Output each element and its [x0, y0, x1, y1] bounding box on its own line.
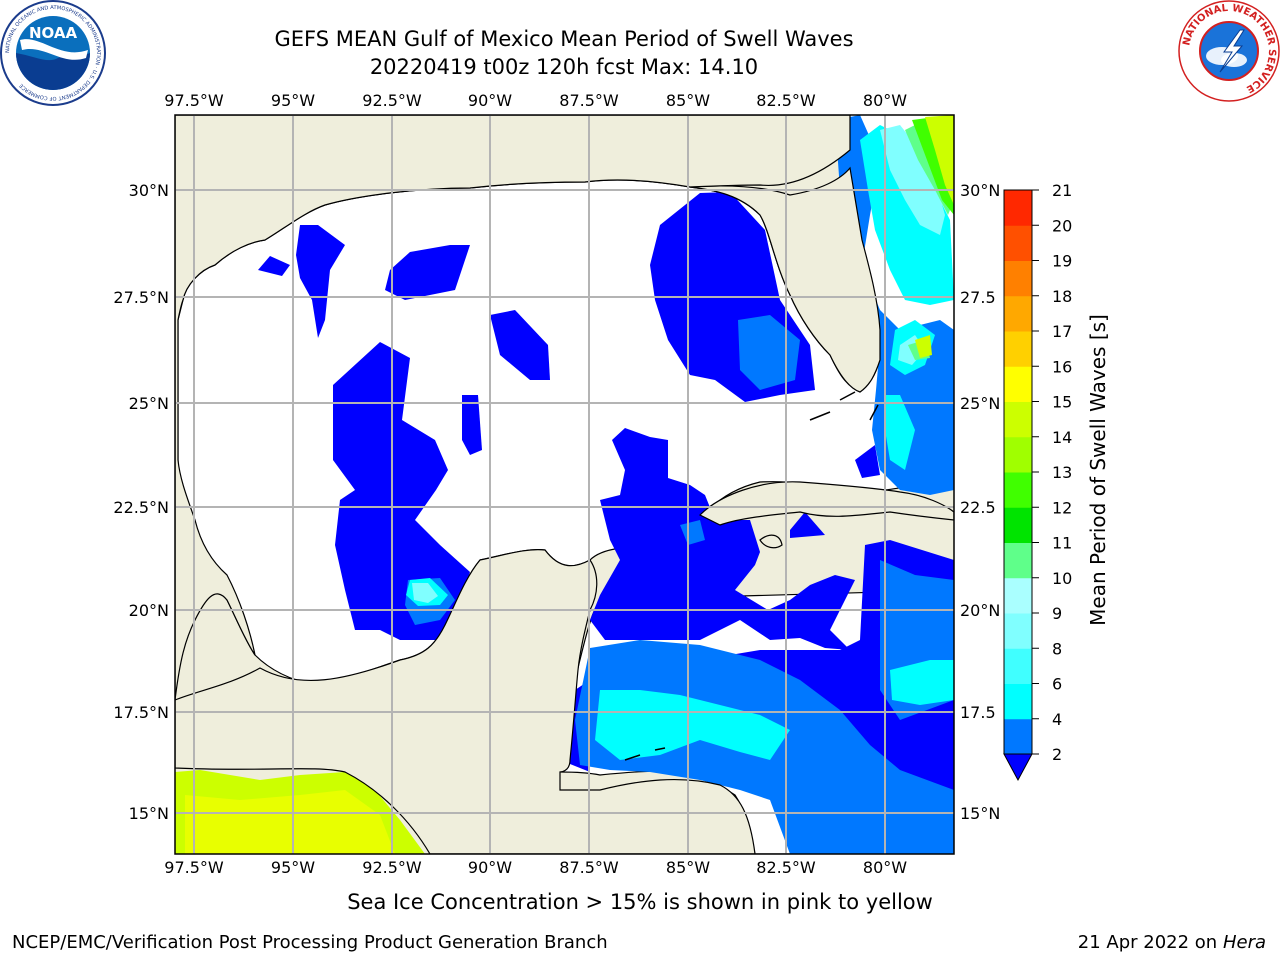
colorbar-tick-label: 2 [1052, 745, 1062, 764]
lat-label: 25°N [960, 394, 1000, 413]
colorbar-tick-label: 11 [1052, 534, 1072, 553]
colorbar-segment [1004, 613, 1032, 649]
colorbar-tick-label: 15 [1052, 393, 1072, 412]
lat-label: 17.5 [960, 703, 996, 722]
colorbar-segment [1004, 648, 1032, 684]
lon-label: 85°W [666, 858, 710, 877]
lat-label: 22.5°N [113, 498, 169, 517]
lon-labels-bottom: 97.5°W 95°W 92.5°W 90°W 87.5°W 85°W 82.5… [164, 858, 907, 877]
colorbar-segment [1004, 683, 1032, 720]
colorbar-segment [1004, 577, 1032, 614]
colorbar-tick-label: 16 [1052, 357, 1072, 376]
colorbar-segment [1004, 225, 1032, 261]
lat-label: 22.5 [960, 498, 996, 517]
lat-label: 25°N [129, 394, 169, 413]
colorbar-segment [1004, 190, 1032, 226]
colorbar-tick-label: 19 [1052, 252, 1072, 271]
colorbar-segment [1004, 542, 1032, 579]
colorbar-tick-label: 20 [1052, 216, 1072, 235]
colorbar-tick-label: 18 [1052, 287, 1072, 306]
colorbar-tick-label: 4 [1052, 710, 1062, 729]
lat-label: 30°N [129, 181, 169, 200]
lat-label: 15°N [129, 804, 169, 823]
lon-label: 97.5°W [164, 858, 224, 877]
colorbar-segment [1004, 366, 1032, 402]
sea-ice-note: Sea Ice Concentration > 15% is shown in … [347, 890, 933, 914]
lon-label: 80°W [863, 858, 907, 877]
colorbar-tick-label: 12 [1052, 498, 1072, 517]
lat-label: 30°N [960, 181, 1000, 200]
footer-credit: NCEP/EMC/Verification Post Processing Pr… [12, 932, 608, 953]
colorbar-label: Mean Period of Swell Waves [s] [1086, 314, 1110, 626]
lat-labels-right: 30°N 27.5 25°N 22.5 20°N 17.5 15°N [960, 181, 1000, 823]
map-area [175, 115, 954, 854]
colorbar-tick-label: 17 [1052, 322, 1072, 341]
footer-host: Hera [1222, 932, 1266, 953]
lat-label: 17.5°N [113, 703, 169, 722]
colorbar-tick-label: 14 [1052, 428, 1072, 447]
lon-label: 97.5°W [164, 91, 224, 110]
lat-label: 20°N [129, 601, 169, 620]
lon-label: 82.5°W [756, 858, 816, 877]
colorbar-segment [1004, 295, 1032, 332]
lon-label: 80°W [863, 91, 907, 110]
colorbar-segment [1004, 718, 1032, 755]
swell-field-yellow [185, 790, 395, 854]
colorbar-segment [1004, 331, 1032, 367]
lat-label: 15°N [960, 804, 1000, 823]
lat-label: 27.5 [960, 288, 996, 307]
svg-text:NOAA: NOAA [29, 24, 78, 42]
bahamas-islands [624, 391, 879, 761]
lon-label: 95°W [271, 858, 315, 877]
colorbar-segment [1004, 472, 1032, 508]
map-frame [174, 114, 955, 855]
lon-label: 87.5°W [559, 858, 619, 877]
colorbar-tick-label: 8 [1052, 639, 1062, 658]
noaa-logo: NATIONAL OCEANIC AND ATMOSPHERIC ADMINIS… [0, 0, 106, 106]
lon-labels-top: 97.5°W 95°W 92.5°W 90°W 87.5°W 85°W 82.5… [164, 91, 907, 110]
lat-label: 20°N [960, 601, 1000, 620]
colorbar-tick-label: 9 [1052, 604, 1062, 623]
lon-label: 92.5°W [362, 91, 422, 110]
footer-date: 21 Apr 2022 on Hera [1078, 932, 1266, 953]
nws-logo: NATIONAL WEATHER SERVICE [1178, 0, 1280, 102]
lon-label: 95°W [271, 91, 315, 110]
footer-date-text: 21 Apr 2022 on [1077, 932, 1223, 953]
lat-labels-left: 30°N 27.5°N 25°N 22.5°N 20°N 17.5°N 15°N [113, 181, 169, 823]
lon-label: 90°W [468, 91, 512, 110]
map-subtitle: 20220419 t00z 120h fcst Max: 14.10 [369, 55, 759, 79]
colorbar-segment [1004, 260, 1032, 297]
colorbar-tick-label: 13 [1052, 463, 1072, 482]
lon-label: 92.5°W [362, 858, 422, 877]
lon-label: 85°W [666, 91, 710, 110]
gridlines [175, 115, 954, 854]
lon-label: 90°W [468, 858, 512, 877]
colorbar: 2 4 6 8 9 10 11 12 13 14 15 16 17 18 19 20 21 [1003, 181, 1072, 782]
colorbar-tick-label: 21 [1052, 181, 1072, 200]
colorbar-segment [1004, 401, 1032, 438]
lon-label: 87.5°W [559, 91, 619, 110]
colorbar-under-extension [1003, 753, 1033, 782]
lon-label: 82.5°W [756, 91, 816, 110]
colorbar-segment [1004, 507, 1032, 543]
colorbar-tick-label: 6 [1052, 675, 1062, 694]
lat-label: 27.5°N [113, 288, 169, 307]
colorbar-tick-label: 10 [1052, 569, 1072, 588]
map-title: GEFS MEAN Gulf of Mexico Mean Period of … [274, 27, 854, 51]
colorbar-segment [1004, 436, 1032, 473]
